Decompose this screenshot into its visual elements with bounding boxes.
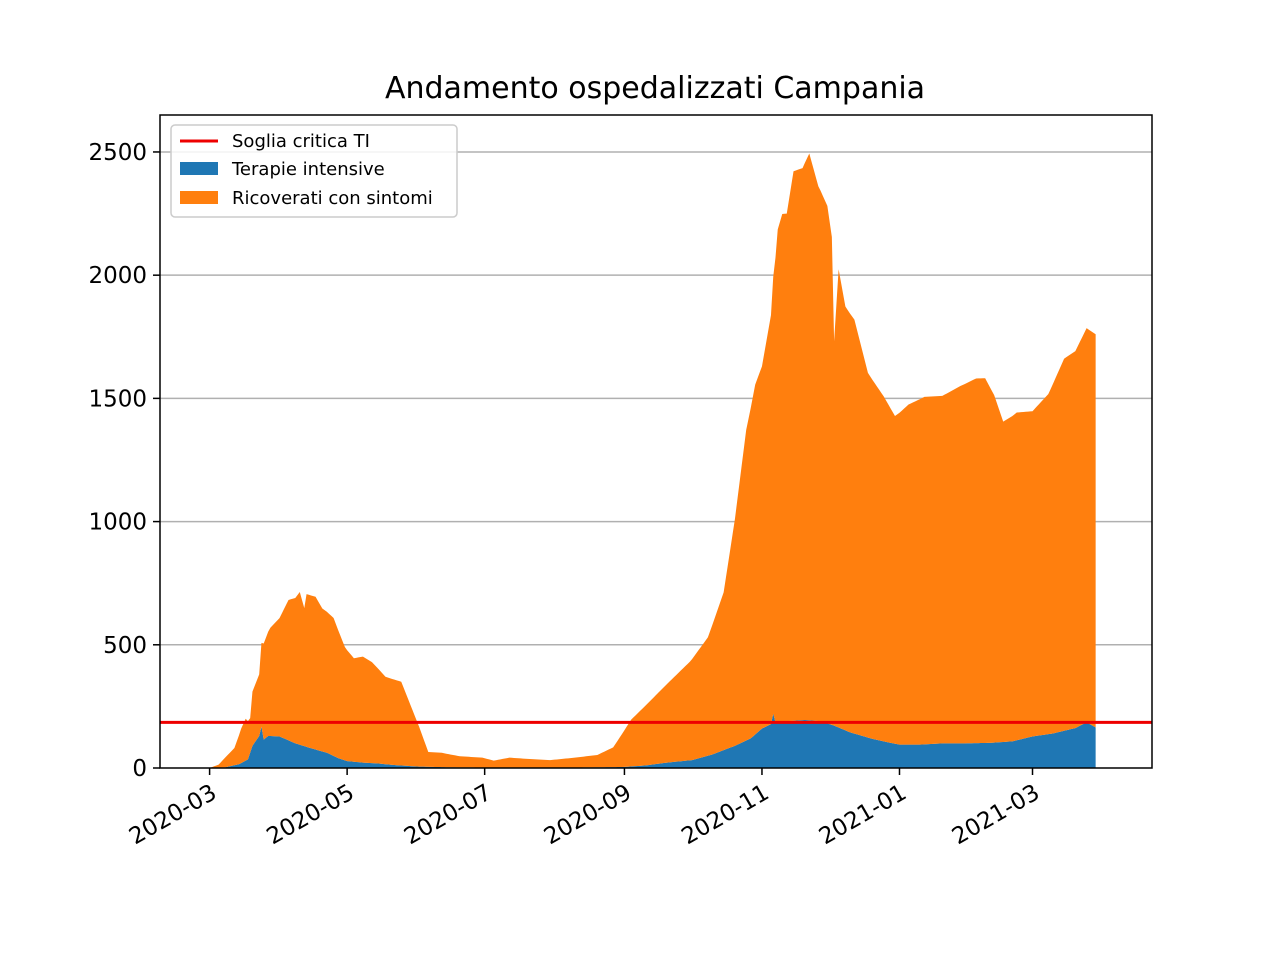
chart-title: Andamento ospedalizzati Campania: [385, 71, 925, 106]
area-terapie-intensive: [209, 713, 1096, 768]
plot-frame: [159, 114, 1153, 769]
y-tick-label: 0: [132, 756, 147, 782]
legend-box: [170, 124, 458, 218]
y-tick-label: 2500: [88, 140, 147, 166]
legend-swatch-terapie-intensive: [180, 162, 218, 175]
legend-label-threshold: Soglia critica TI: [232, 131, 370, 152]
y-tick-label: 2000: [88, 263, 147, 289]
legend-swatch-ricoverati: [180, 191, 218, 204]
plot-areas: [209, 153, 1096, 769]
legend-label-terapie-intensive: Terapie intensive: [231, 159, 385, 180]
legend: Soglia critica TI Terapie intensive Ricove…: [170, 124, 458, 218]
legend-label-ricoverati: Ricoverati con sintomi: [232, 188, 433, 209]
area-ricoverati-con-sintomi: [209, 153, 1096, 769]
y-axis: 0 500 1000 1500 2000 2500: [88, 140, 160, 782]
y-tick-label: 1500: [88, 386, 147, 412]
y-tick-label: 1000: [88, 510, 147, 536]
y-tick-label: 500: [103, 633, 147, 659]
